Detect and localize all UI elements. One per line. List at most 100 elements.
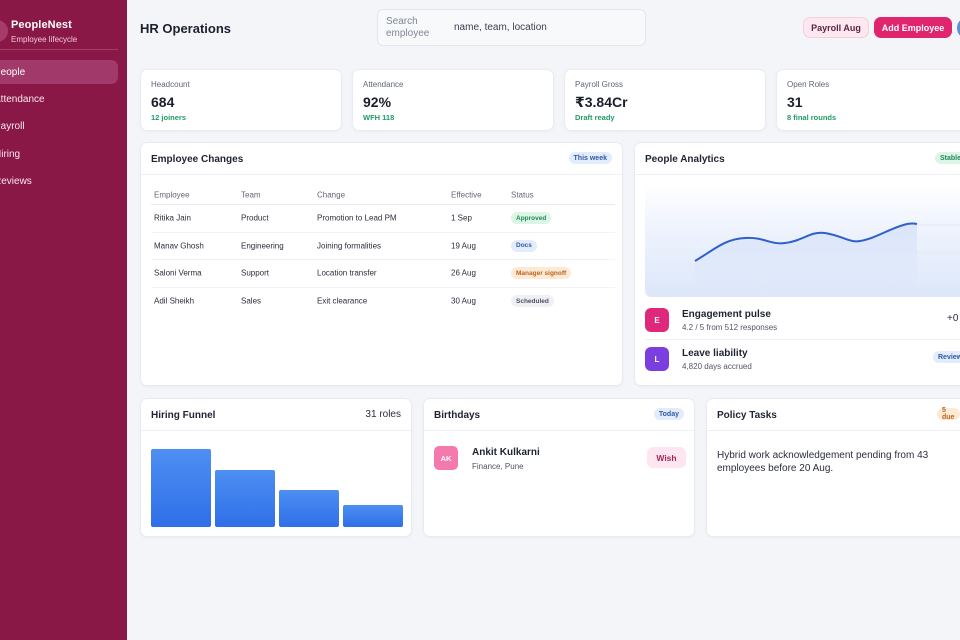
birthday-location: Finance, Pune (472, 462, 524, 471)
status-badge: Approved (511, 212, 552, 225)
cell-change: Location transfer (317, 268, 377, 278)
today-badge: Today (653, 408, 684, 420)
cell-effective: 19 Aug (451, 241, 476, 251)
kpi-label: Attendance (363, 80, 404, 89)
due-badge: 5 due (937, 407, 960, 421)
cell-team: Sales (241, 296, 262, 306)
metric-sub: 4,820 days accrued (682, 361, 752, 371)
kpi-label: Open Roles (787, 80, 830, 89)
cell-change: Promotion to Lead PM (317, 213, 397, 223)
kpi-value: 92% (363, 94, 392, 110)
sidebar-item-attendance[interactable]: Attendance (0, 87, 118, 111)
cell-employee: Manav Ghosh (154, 241, 204, 251)
sidebar-divider (0, 49, 118, 50)
kpi-value: 684 (151, 94, 175, 110)
kpi-label: Headcount (151, 80, 190, 89)
sidebar-nav: People Attendance Payroll Hiring Reviews (0, 60, 118, 197)
cell-effective: 1 Sep (451, 213, 472, 223)
column-header: Change (317, 190, 346, 200)
trend-line-svg (694, 222, 960, 297)
funnel-bar (343, 505, 403, 527)
kpi-card-payroll: Payroll Gross ₹3.84Cr Draft ready (564, 69, 766, 131)
sidebar-item-reviews[interactable]: Reviews (0, 170, 118, 194)
kpi-value: ₹3.84Cr (575, 94, 628, 110)
metric-title: Engagement pulse (682, 308, 771, 320)
table-row[interactable]: Ritika Jain Product Promotion to Lead PM… (151, 205, 615, 233)
table-row[interactable]: Adil Sheikh Sales Exit clearance 30 Aug … (151, 288, 615, 316)
cell-employee: Adil Sheikh (154, 296, 195, 306)
sidebar-item-label: Hiring (0, 148, 21, 160)
card-title: People Analytics (645, 154, 725, 165)
sidebar-item-hiring[interactable]: Hiring (0, 142, 118, 166)
hiring-funnel-card: Hiring Funnel 31 roles (140, 398, 412, 537)
kpi-sub: WFH 118 (363, 113, 395, 122)
kpi-sub: 12 joiners (151, 113, 187, 122)
status-badge: Scheduled (511, 295, 554, 308)
card-title: Birthdays (434, 410, 481, 421)
search-input[interactable]: Search employee name, team, location (377, 9, 646, 46)
kpi-card-headcount: Headcount 684 12 joiners (140, 69, 342, 131)
trend-line (694, 222, 918, 262)
employee-changes-table: Employee Team Change Effective Status Ri… (151, 186, 615, 315)
kpi-label: Payroll Gross (575, 80, 624, 89)
metric-row-engagement[interactable]: E Engagement pulse 4.2 / 5 from 512 resp… (645, 304, 960, 336)
sidebar-item-label: Payroll (0, 121, 25, 133)
cell-employee: Saloni Verma (154, 268, 202, 278)
sidebar-item-label: People (0, 66, 26, 78)
cell-team: Product (241, 213, 269, 223)
engagement-icon: E (645, 308, 669, 332)
engagement-delta: +0 (947, 313, 959, 324)
analytics-trend-chart (645, 183, 960, 297)
funnel-bar (215, 470, 275, 527)
cell-effective: 30 Aug (451, 296, 476, 306)
card-title: Hiring Funnel (151, 410, 216, 421)
kpi-sub: 8 final rounds (787, 113, 837, 122)
kpi-card-attendance: Attendance 92% WFH 118 (352, 69, 554, 131)
add-employee-button[interactable]: Add Employee (874, 17, 952, 38)
funnel-bar (151, 449, 211, 527)
review-badge: Review (933, 351, 960, 363)
card-title: Policy Tasks (717, 410, 777, 421)
status-badge: Docs (511, 239, 537, 252)
brand-name: PeopleNest (11, 18, 72, 31)
page-title: HR Operations (140, 21, 232, 36)
table-row[interactable]: Manav Ghosh Engineering Joining formalit… (151, 233, 615, 260)
cell-change: Joining formalities (317, 241, 382, 251)
kpi-value: 31 (787, 94, 803, 110)
this-week-badge: This week (568, 152, 612, 164)
kpi-card-open-roles: Open Roles 31 8 final rounds (776, 69, 960, 131)
table-row[interactable]: Saloni Verma Support Location transfer 2… (151, 260, 615, 288)
avatar[interactable] (957, 17, 960, 39)
card-divider (707, 430, 960, 431)
card-divider (141, 430, 411, 431)
policy-text: Hybrid work acknowledgement pending from… (717, 450, 929, 474)
cell-team: Support (241, 268, 270, 278)
metric-row-leave[interactable]: L Leave liability 4,820 days accrued Rev… (645, 343, 960, 375)
payroll-month-button[interactable]: Payroll Aug (803, 17, 869, 38)
birthdays-card: Birthdays Today AK Ankit Kulkarni Financ… (423, 398, 695, 537)
employee-changes-card: Employee Changes This week Employee Team… (140, 142, 623, 386)
metric-divider (645, 339, 960, 340)
people-analytics-card: People Analytics Stable E Engagement pul… (634, 142, 960, 386)
stable-badge: Stable (935, 152, 960, 164)
roles-count: 31 roles (365, 409, 401, 420)
column-header: Effective (451, 190, 482, 200)
birthday-name: Ankit Kulkarni (472, 447, 540, 458)
leave-icon: L (645, 347, 669, 371)
card-divider (141, 174, 622, 175)
avatar: AK (434, 446, 458, 470)
search-placeholder: Search employee (386, 15, 430, 39)
sidebar-item-label: Reviews (0, 176, 32, 188)
card-title: Employee Changes (151, 154, 244, 165)
metric-sub: 4.2 / 5 from 512 responses (682, 322, 778, 332)
column-header: Employee (154, 190, 190, 200)
sidebar-item-payroll[interactable]: Payroll (0, 115, 118, 139)
kpi-sub: Draft ready (575, 113, 615, 122)
brand-subtitle: Employee lifecycle (11, 34, 78, 44)
cell-team: Engineering (241, 241, 284, 251)
status-badge: Manager signoff (511, 267, 572, 280)
column-header: Status (511, 190, 534, 200)
wish-button[interactable]: Wish (647, 447, 686, 468)
sidebar: PeopleNest Employee lifecycle People Att… (0, 0, 127, 640)
sidebar-item-people[interactable]: People (0, 60, 118, 84)
